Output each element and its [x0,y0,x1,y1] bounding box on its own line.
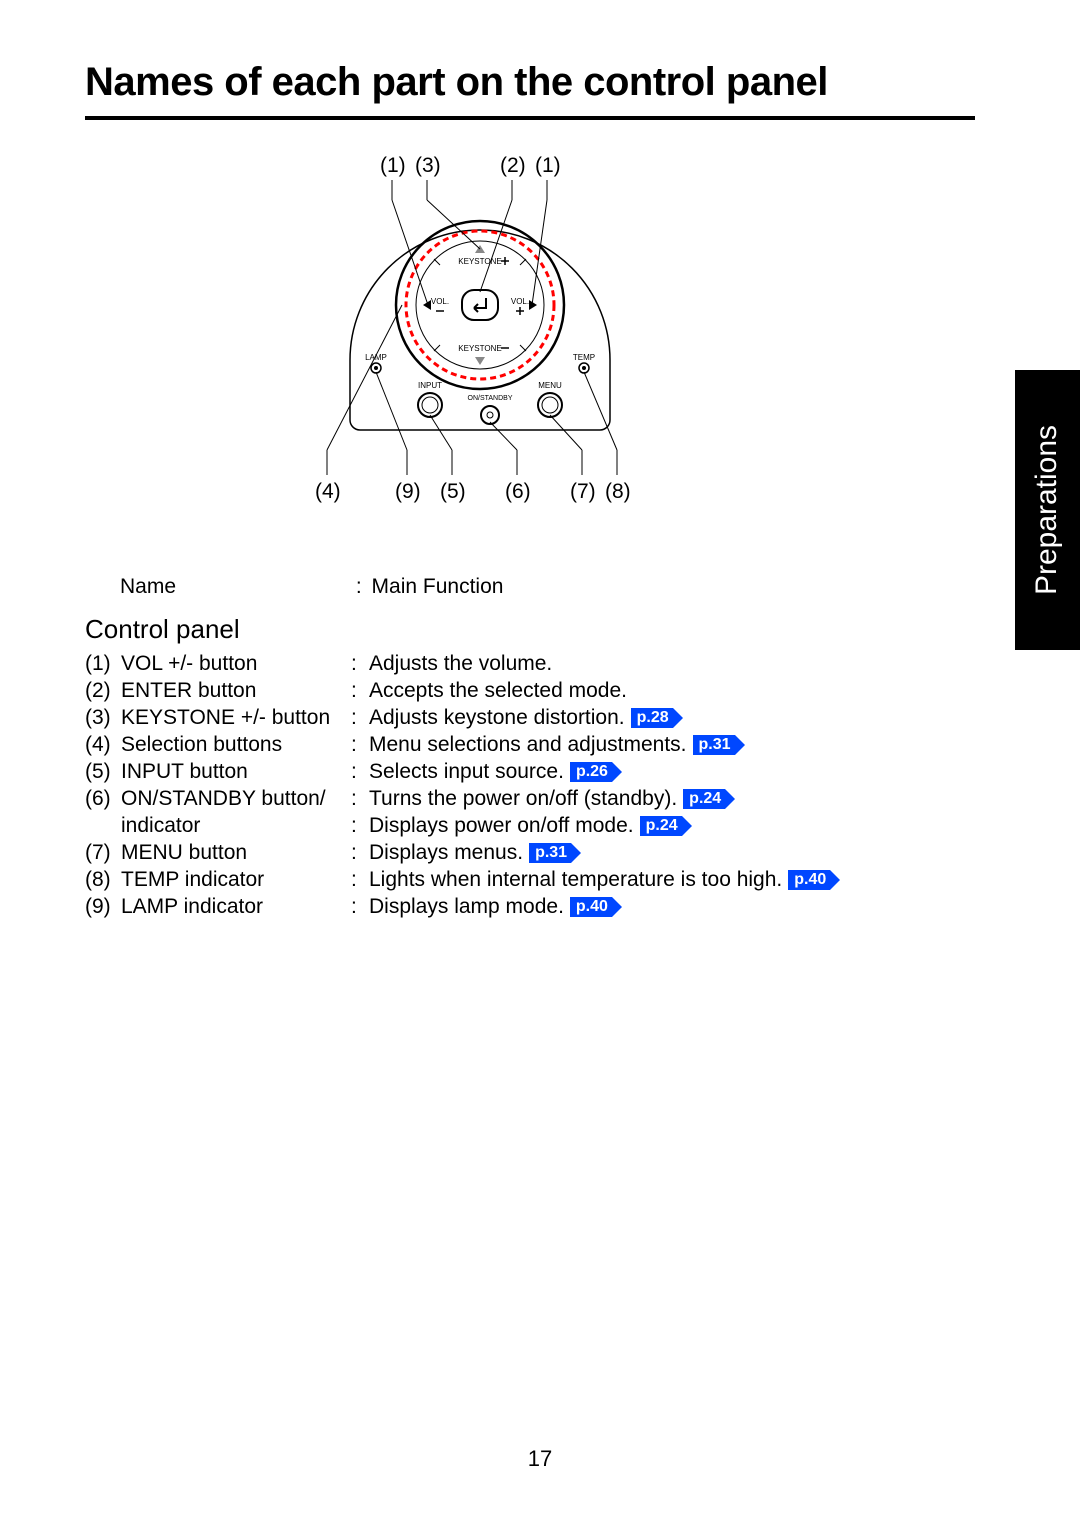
side-tab: Preparations [1015,370,1080,650]
page-number: 17 [0,1446,1080,1472]
item-function-text: Selects input source. [369,758,564,785]
item-sep: : [351,785,369,812]
item-list: (1)VOL +/- button:Adjusts the volume.(2)… [85,650,975,920]
item-row: (3)KEYSTONE +/- button:Adjusts keystone … [85,704,975,731]
callout-6-bottom: (6) [505,480,531,504]
item-name: Selection buttons [121,731,351,758]
page-ref[interactable]: p.26 [570,762,612,782]
item-row: indicator:Displays power on/off mode. p.2… [85,812,975,839]
callout-1-top-right: (1) [535,154,561,178]
callout-8-bottom: (8) [605,480,631,504]
page-title: Names of each part on the control panel [85,60,828,105]
item-function-text: Accepts the selected mode. [369,677,627,704]
page-ref[interactable]: p.24 [640,816,682,836]
callout-2-top: (2) [500,154,526,178]
item-function: Displays menus. p.31 [369,839,975,866]
item-function: Menu selections and adjustments. p.31 [369,731,975,758]
header-row: Name : Main Function [120,575,503,599]
item-name: INPUT button [121,758,351,785]
item-row: (5)INPUT button:Selects input source. p.2… [85,758,975,785]
item-function-text: Adjusts keystone distortion. [369,704,625,731]
title-rule [85,116,975,120]
item-name: KEYSTONE +/- button [121,704,351,731]
item-function-text: Displays menus. [369,839,523,866]
page-ref[interactable]: p.40 [570,897,612,917]
item-sep: : [351,866,369,893]
item-function: Adjusts the volume. [369,650,975,677]
item-function: Selects input source. p.26 [369,758,975,785]
item-row: (1)VOL +/- button:Adjusts the volume. [85,650,975,677]
item-name: ON/STANDBY button/ [121,785,351,812]
item-function: Displays lamp mode. p.40 [369,893,975,920]
item-sep: : [351,839,369,866]
control-panel-diagram: (1) (3) (2) (1) (4) (9) (5) (6) (7) (8) … [290,150,670,510]
item-function: Accepts the selected mode. [369,677,975,704]
callout-7-bottom: (7) [570,480,596,504]
item-function-text: Displays power on/off mode. [369,812,634,839]
header-sep: : [356,575,362,598]
item-number: (4) [85,731,121,758]
item-number: (1) [85,650,121,677]
item-name: TEMP indicator [121,866,351,893]
label-keystone-minus: KEYSTONE [458,344,501,353]
item-function-text: Lights when internal temperature is too … [369,866,782,893]
item-number: (9) [85,893,121,920]
item-sep: : [351,677,369,704]
callout-5-bottom: (5) [440,480,466,504]
item-function-text: Turns the power on/off (standby). [369,785,677,812]
side-tab-label: Preparations [1031,425,1065,595]
callout-1-top-left: (1) [380,154,406,178]
item-name: VOL +/- button [121,650,351,677]
item-name: MENU button [121,839,351,866]
callout-4-bottom: (4) [315,480,341,504]
item-sep: : [351,704,369,731]
item-row: (4)Selection buttons:Menu selections and… [85,731,975,758]
diagram-svg: KEYSTONE KEYSTONE VOL. VOL. LAMP TEMP IN… [290,150,670,510]
item-function: Lights when internal temperature is too … [369,866,975,893]
label-vol-right: VOL. [511,297,529,306]
item-row: (8)TEMP indicator:Lights when internal t… [85,866,975,893]
item-name: LAMP indicator [121,893,351,920]
item-sep: : [351,893,369,920]
item-number: (7) [85,839,121,866]
item-number: (8) [85,866,121,893]
item-row: (9)LAMP indicator:Displays lamp mode. p.4… [85,893,975,920]
item-sep: : [351,758,369,785]
item-function: Adjusts keystone distortion. p.28 [369,704,975,731]
page-ref[interactable]: p.40 [788,870,830,890]
label-onstandby: ON/STANDBY [468,395,513,402]
item-row: (2)ENTER button:Accepts the selected mod… [85,677,975,704]
header-name: Name [120,575,350,599]
item-row: (6)ON/STANDBY button/:Turns the power on… [85,785,975,812]
page-ref[interactable]: p.24 [683,789,725,809]
subheading-control-panel: Control panel [85,614,240,645]
item-number: (5) [85,758,121,785]
label-menu: MENU [538,381,562,390]
item-sep: : [351,650,369,677]
item-sep: : [351,731,369,758]
page-ref[interactable]: p.28 [631,708,673,728]
label-vol-left: VOL. [431,297,449,306]
item-function-text: Adjusts the volume. [369,650,552,677]
item-function-text: Menu selections and adjustments. [369,731,687,758]
label-input: INPUT [418,381,442,390]
page-ref[interactable]: p.31 [693,735,735,755]
callout-9-bottom: (9) [395,480,421,504]
item-function: Turns the power on/off (standby). p.24 [369,785,975,812]
label-keystone-plus: KEYSTONE [458,257,501,266]
item-number: (3) [85,704,121,731]
page-ref[interactable]: p.31 [529,843,571,863]
item-number: (2) [85,677,121,704]
callout-3-top: (3) [415,154,441,178]
item-number: (6) [85,785,121,812]
header-func: Main Function [372,575,504,598]
item-function: Displays power on/off mode. p.24 [369,812,975,839]
item-row: (7)MENU button:Displays menus. p.31 [85,839,975,866]
item-name: ENTER button [121,677,351,704]
label-temp: TEMP [573,353,595,362]
item-name: indicator [121,812,351,839]
item-function-text: Displays lamp mode. [369,893,564,920]
item-sep: : [351,812,369,839]
